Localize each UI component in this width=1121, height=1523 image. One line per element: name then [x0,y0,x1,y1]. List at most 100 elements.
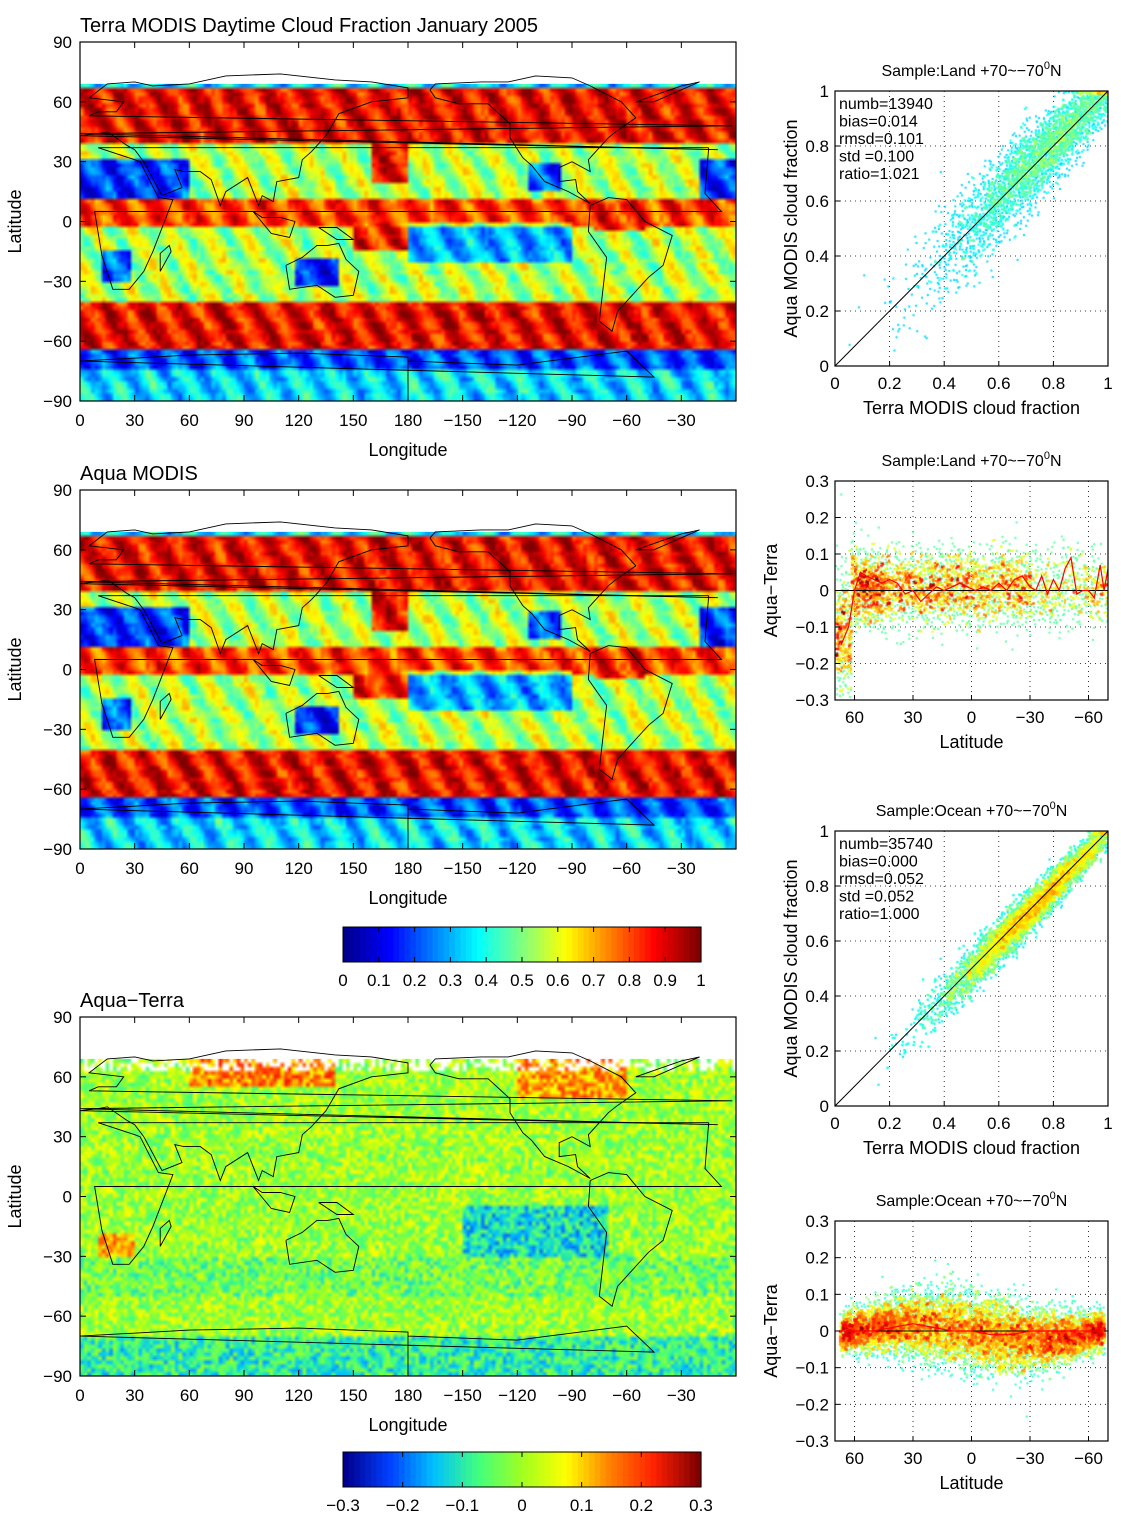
colorbar-swatch [639,927,646,962]
x-axis-label: Longitude [368,440,447,460]
colorbar-swatch [527,927,534,962]
colorbar-swatch [533,1452,540,1487]
y-tick-label: −0.1 [795,1359,829,1378]
y-tick-label: −0.3 [795,1432,829,1451]
colorbar-swatch [566,927,573,962]
colorbar-swatch [516,927,523,962]
colorbar-swatch [365,1452,372,1487]
y-tick-label: 0 [63,213,72,232]
colorbar-swatch [617,1452,624,1487]
y-tick-label: −60 [43,332,72,351]
colorbar-swatch [594,927,601,962]
y-tick-label: 0.6 [805,932,829,951]
x-tick-label: −30 [1016,708,1045,727]
x-tick-label: 150 [339,859,367,878]
colorbar-swatch [510,927,518,962]
panel-frame [834,90,1109,367]
colorbar-swatch [488,1452,495,1487]
coastline [79,521,733,655]
colorbar-swatch [343,927,350,962]
panel-title-degree: 0 [1044,60,1050,72]
colorbar-swatch [673,927,680,962]
y-tick-label: 0.8 [805,137,829,156]
colorbar-swatch [376,927,383,962]
colorbar-difference: −0.3 −0.2 −0.1 0 0.1 0.2 0.3 [326,1451,713,1515]
colorbar-swatch [398,927,406,962]
panel-title-main: Sample:Land +70~−70 [881,453,1043,470]
coastline [318,227,355,240]
colorbar-swatch [549,1452,557,1487]
colorbar-swatch [466,927,473,962]
coastline [94,595,723,738]
colorbar-swatch [572,927,579,962]
colorbar-swatch [415,1452,422,1487]
colorbar-swatch [650,1452,657,1487]
colorbar-swatch [522,927,529,962]
y-tick-label: 0.8 [805,877,829,896]
y-tick-label: 0 [63,661,72,680]
x-tick-label: −30 [1016,1449,1045,1468]
one-to-one-line [834,90,1109,367]
y-tick-label: 0.2 [805,302,829,321]
coastline [252,659,296,687]
y-tick-label: 30 [53,1128,72,1147]
x-tick-label: 150 [339,411,367,430]
colorbar-swatch [555,1452,562,1487]
map-title: Aqua−Terra [80,990,185,1012]
y-tick-label: 0.3 [805,472,829,491]
x-tick-label: −30 [667,1386,696,1405]
y-tick-label: 60 [53,93,72,112]
panel-title: Sample:Land +70~−700N [881,60,1061,80]
coastline [159,1219,172,1247]
x-axis-label: Terra MODIS cloud fraction [863,1138,1080,1158]
x-tick-label: 30 [125,411,144,430]
coastline [79,73,733,207]
stats-line: numb=35740 [839,836,933,853]
stats-line: ratio=1.021 [839,166,920,183]
coastline [94,1122,723,1265]
colorbar-swatch [527,1452,534,1487]
colorbar-swatch [561,927,568,962]
x-tick-label: 90 [235,1386,254,1405]
panel-title-degree: 0 [1044,450,1050,462]
panel-title: Sample:Land +70~−700N [881,450,1061,470]
colorbar-swatch [538,927,545,962]
x-axis-label: Longitude [368,1415,447,1435]
x-tick-label: 0 [830,374,839,393]
colorbar-swatch [421,927,428,962]
coastline [635,529,700,551]
stats-line: bias=0.014 [839,114,918,131]
y-tick-label: 1 [820,822,829,841]
x-tick-label: −60 [612,859,641,878]
colorbar-swatch [488,927,495,962]
y-tick-label: −0.2 [795,1395,829,1414]
colorbar-tick-label: 0.8 [618,971,642,990]
colorbar-swatch [656,927,663,962]
colorbar-swatch [611,1452,618,1487]
land-scatter-panel: 0 0.2 0.4 0.6 0.8 1 0 0.2 0.4 0.6 0.8 1 Sample:Land … [781,60,1113,418]
colorbar-swatch [661,927,669,962]
y-axis-label: Aqua MODIS cloud fraction [781,859,801,1077]
colorbar-swatch [410,927,417,962]
colorbar-swatch [600,927,607,962]
colorbar-swatch [583,927,590,962]
running-mean-line [838,1323,1105,1336]
y-tick-label: 0.4 [805,987,829,1006]
colorbar-tick-label: 0.2 [630,1496,654,1515]
x-tick-label: −120 [498,859,536,878]
y-tick-label: 90 [53,481,72,500]
colorbar-tick-label: 0.1 [570,1496,594,1515]
panel-title-unit: N [1056,1193,1068,1210]
stats-line: rmsd=0.101 [839,131,924,148]
colorbar-swatch [589,927,596,962]
x-tick-label: 30 [904,708,923,727]
x-tick-label: 0 [967,708,976,727]
y-axis-label: Latitude [5,637,25,701]
colorbar-swatch [449,927,456,962]
y-axis-label: Aqua−Terra [761,543,781,638]
colorbar-swatch [544,927,551,962]
y-tick-label: 0.1 [805,1285,829,1304]
y-tick-label: −0.1 [795,618,829,637]
